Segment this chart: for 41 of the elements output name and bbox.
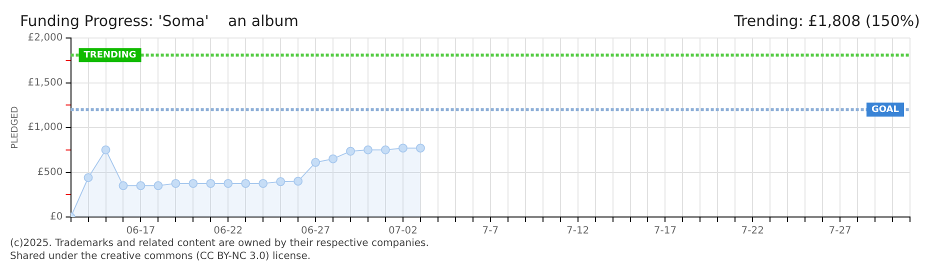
y-tick-label: £1,500: [28, 77, 63, 88]
y-tick-label: £1,000: [28, 122, 63, 134]
y-tick-label: £500: [37, 166, 63, 178]
y-tick-label: £0: [50, 212, 63, 223]
x-tick-label: 07-02: [388, 226, 418, 237]
point: [364, 145, 373, 154]
point: [224, 178, 233, 188]
point: [171, 178, 180, 188]
point: [206, 178, 216, 188]
point: [294, 176, 303, 186]
point: [84, 173, 93, 182]
point: [398, 144, 408, 153]
point: [416, 144, 425, 153]
point: [380, 145, 390, 154]
chart-subtitle: Trending: £1,808 (150%): [733, 12, 920, 30]
point: [311, 158, 320, 167]
x-tick-label: 06-17: [126, 226, 156, 237]
x-tick-label: 06-27: [301, 226, 330, 237]
point: [101, 145, 110, 154]
x-tick-label: 7-22: [741, 226, 764, 237]
x-tick-label: 7-17: [654, 226, 677, 237]
ref-line-label: TRENDING: [84, 50, 136, 61]
text: Shared under the creative commons (CC BY-NC 3.0) license.: [10, 251, 311, 262]
y-tick-label: £2,000: [28, 32, 63, 44]
y-axis-title: PLEDGED: [10, 106, 21, 149]
point: [154, 181, 163, 190]
x-tick-label: 7-12: [566, 226, 590, 237]
point: [136, 181, 146, 190]
point: [118, 181, 128, 190]
point: [328, 154, 338, 164]
x-tick-label: 7-27: [828, 226, 852, 237]
point: [241, 178, 250, 188]
point: [346, 146, 356, 156]
text: (c)2025. Trademarks and related content are owned by their respective companies.: [10, 238, 429, 249]
x-tick-label: 7-7: [482, 226, 499, 237]
chart-title: Funding Progress: 'Soma' an album: [20, 12, 298, 30]
point: [188, 178, 198, 188]
ref-line-label: GOAL: [872, 104, 900, 115]
point: [276, 177, 286, 186]
x-tick-label: 06-22: [214, 226, 243, 237]
point: [258, 178, 268, 188]
